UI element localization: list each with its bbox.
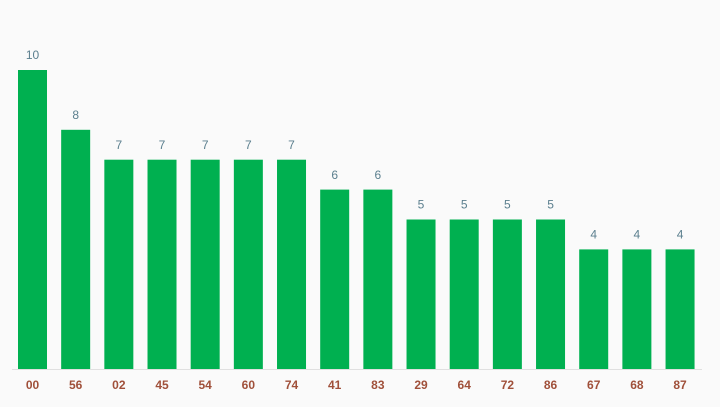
- value-label: 7: [115, 138, 122, 152]
- x-tick-label: 60: [242, 378, 256, 392]
- x-tick-label: 67: [587, 378, 601, 392]
- x-tick-label: 56: [69, 378, 83, 392]
- bar: [320, 189, 350, 369]
- bar: [61, 129, 91, 369]
- x-tick-label: 00: [26, 378, 40, 392]
- bar: [665, 249, 695, 369]
- bar: [277, 159, 307, 369]
- bar: [147, 159, 177, 369]
- x-tick-label: 45: [155, 378, 169, 392]
- bar: [104, 159, 134, 369]
- bar: [190, 159, 220, 369]
- value-label: 7: [288, 138, 295, 152]
- value-label: 7: [202, 138, 209, 152]
- x-tick-label: 86: [544, 378, 558, 392]
- bar: [18, 70, 47, 369]
- bar: [536, 219, 566, 369]
- bar: [579, 249, 609, 369]
- value-label: 5: [504, 198, 511, 212]
- value-label: 4: [590, 228, 597, 242]
- x-tick-label: 29: [414, 378, 428, 392]
- x-tick-label: 74: [285, 378, 299, 392]
- bar: [492, 219, 522, 369]
- x-tick-label: 87: [673, 378, 687, 392]
- x-tick-label: 41: [328, 378, 342, 392]
- x-tick-label: 54: [199, 378, 213, 392]
- x-tick-label: 68: [630, 378, 644, 392]
- x-tick-label: 64: [458, 378, 472, 392]
- value-label: 8: [72, 108, 79, 122]
- x-tick-label: 83: [371, 378, 385, 392]
- bar: [622, 249, 652, 369]
- x-tick-label: 72: [501, 378, 515, 392]
- value-label: 5: [461, 198, 468, 212]
- value-label: 5: [418, 198, 425, 212]
- value-label: 7: [159, 138, 166, 152]
- value-label: 4: [677, 228, 684, 242]
- x-tick-label: 02: [112, 378, 126, 392]
- bar: [233, 159, 263, 369]
- value-label: 10: [26, 48, 40, 62]
- bar: [363, 189, 393, 369]
- value-label: 7: [245, 138, 252, 152]
- bar: [449, 219, 479, 369]
- value-label: 6: [375, 168, 382, 182]
- value-label: 6: [331, 168, 338, 182]
- value-label: 4: [634, 228, 641, 242]
- value-label: 5: [547, 198, 554, 212]
- bar: [406, 219, 436, 369]
